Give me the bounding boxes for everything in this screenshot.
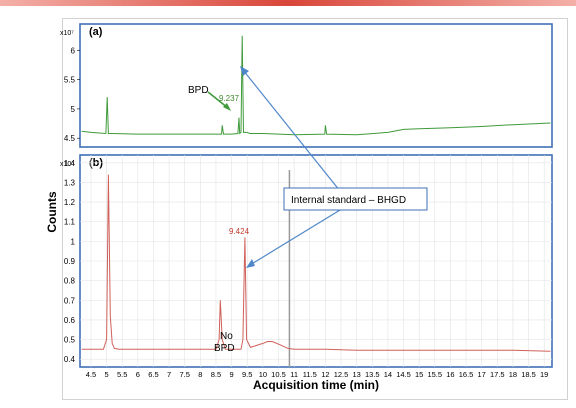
panel-a-y-ticks: 6 5.5 5 4.5 bbox=[64, 46, 80, 143]
panel-b-xtick-label: 9 bbox=[230, 370, 234, 379]
panel-a-multiplier: x10⁷ bbox=[60, 30, 74, 37]
internal-standard-callout: Internal standard – BHGD bbox=[240, 66, 428, 268]
panel-b-ytick-label: 0.4 bbox=[64, 355, 76, 364]
panel-b-xtick-label: 7.5 bbox=[179, 370, 189, 379]
panel-b-ytick-label: 0.9 bbox=[64, 257, 76, 266]
panel-b-xtick-label: 5.5 bbox=[117, 370, 127, 379]
panel-b-ytick-label: 0.8 bbox=[64, 277, 76, 286]
callout-box bbox=[283, 187, 428, 211]
panel-b-xtick-label: 6 bbox=[136, 370, 140, 379]
callout-arrow-b-head bbox=[246, 259, 255, 268]
panel-a-label: (a) bbox=[89, 26, 103, 38]
panel-b-xtick-label: 15.5 bbox=[427, 370, 442, 379]
panel-b-trace bbox=[81, 174, 551, 352]
panel-a-bpd-pointer-head bbox=[223, 103, 231, 111]
panel-b-xtick-label: 5 bbox=[104, 370, 108, 379]
panel-a: (a) x10⁷ 6 5.5 5 4.5 BPD 9.237 bbox=[60, 23, 553, 148]
panel-b-bpd-label: BPD bbox=[214, 343, 235, 354]
panel-b-xtick-label: 15 bbox=[415, 370, 423, 379]
panel-b-xtick-label: 18 bbox=[509, 370, 517, 379]
figure-frame bbox=[62, 18, 568, 400]
panel-b-ytick-label: 1.2 bbox=[64, 198, 76, 207]
callout-text: Internal standard – BHGD bbox=[291, 195, 406, 206]
panel-b-xtick-label: 7 bbox=[167, 370, 171, 379]
panel-a-ytick-label: 4.5 bbox=[64, 134, 76, 143]
panel-b-x-ticks: 4.5 5 5.5 6 6.5 7 7.5 8 8.5 9 9.5 10 10.5 11 11.5 12 12.… bbox=[86, 370, 549, 379]
panel-b-ytick-label: 1.3 bbox=[64, 178, 76, 187]
panel-b-ytick-label: 1.4 bbox=[64, 159, 76, 168]
panel-a-ytick-label: 5 bbox=[71, 105, 76, 114]
panel-b-xtick-label: 12 bbox=[321, 370, 329, 379]
panel-b-xtick-label: 19 bbox=[540, 370, 548, 379]
callout-arrow-a-head bbox=[240, 66, 249, 76]
panel-a-bpd-label: BPD bbox=[188, 85, 209, 96]
panel-b-xtick-label: 16 bbox=[446, 370, 454, 379]
panel-b-xtick-label: 11 bbox=[290, 370, 298, 379]
panel-b-xtick-label: 8.5 bbox=[211, 370, 221, 379]
panel-b-xtick-label: 17 bbox=[477, 370, 485, 379]
panel-b-y-ticks: 1.4 1.3 1.2 1.1 1 0.9 0.8 0.7 0.6 0.5 0.4 bbox=[64, 159, 76, 364]
panel-a-trace bbox=[81, 35, 551, 136]
panel-b-xtick-label: 8 bbox=[198, 370, 202, 379]
panel-b-xtick-label: 10.5 bbox=[271, 370, 286, 379]
y-axis-title: Counts bbox=[45, 191, 59, 233]
panel-b-xtick-label: 13.5 bbox=[365, 370, 380, 379]
panel-b-ytick-label: 1.1 bbox=[64, 218, 76, 227]
panel-b-xtick-label: 10 bbox=[259, 370, 267, 379]
panel-b-xtick-label: 9.5 bbox=[242, 370, 252, 379]
panel-b-xtick-label: 16.5 bbox=[459, 370, 474, 379]
panel-a-ytick-label: 5.5 bbox=[64, 76, 76, 85]
panel-b-xtick-label: 18.5 bbox=[521, 370, 536, 379]
callout-arrow-b bbox=[249, 209, 341, 266]
panel-b-xtick-label: 6.5 bbox=[148, 370, 158, 379]
panel-b-no-label: No bbox=[220, 331, 233, 342]
panel-b-xtick-label: 13 bbox=[352, 370, 360, 379]
callout-arrow-a bbox=[242, 69, 341, 192]
accent-bar bbox=[0, 0, 576, 6]
panel-b-xtick-label: 4.5 bbox=[86, 370, 96, 379]
panel-b-multiplier: x10⁵ bbox=[60, 161, 74, 168]
panel-b-ytick-label: 0.5 bbox=[64, 336, 76, 345]
panel-b-ytick-label: 0.7 bbox=[64, 296, 76, 305]
panel-b-xtick-label: 12.5 bbox=[334, 370, 349, 379]
panel-b-xtick-label: 11.5 bbox=[303, 370, 317, 379]
panel-a-border bbox=[79, 23, 553, 148]
panel-b-xtick-label: 14 bbox=[384, 370, 392, 379]
panel-a-peak-label: 9.237 bbox=[219, 94, 240, 103]
panel-b-peak-label: 9.424 bbox=[229, 227, 250, 236]
panel-b-xtick-label: 14.5 bbox=[396, 370, 411, 379]
panel-a-ytick-label: 6 bbox=[71, 46, 76, 55]
x-axis-title: Acquisition time (min) bbox=[253, 378, 379, 392]
panel-b-xtick-label: 17.5 bbox=[490, 370, 505, 379]
panel-b-ytick-label: 1 bbox=[71, 237, 76, 246]
panel-b-ytick-label: 0.6 bbox=[64, 316, 76, 325]
